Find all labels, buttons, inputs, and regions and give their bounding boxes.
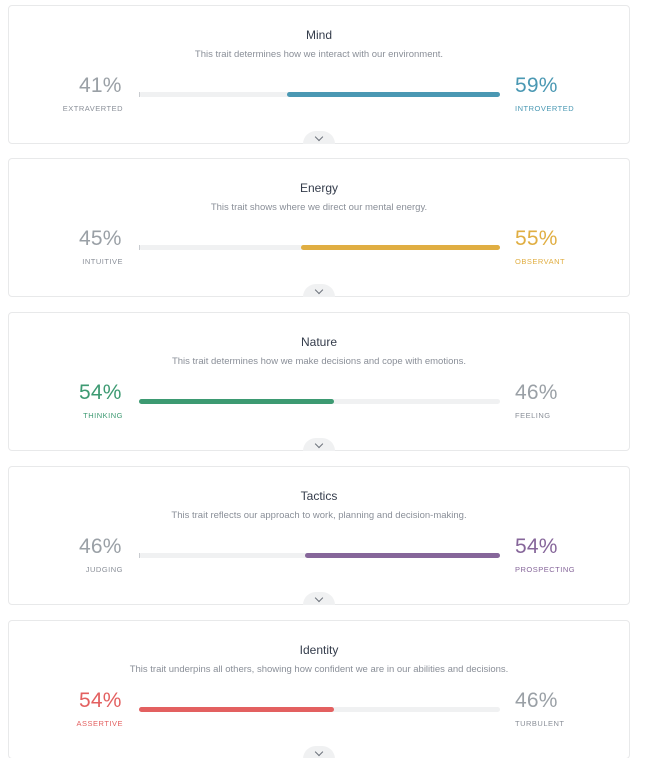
trait-bar-start-tick: [139, 553, 140, 558]
chevron-down-icon: [314, 747, 324, 756]
chevron-down-icon: [314, 285, 324, 294]
right-percent: 46%: [515, 381, 558, 404]
right-label: OBSERVANT: [515, 257, 566, 266]
left-percent: 45%: [79, 227, 122, 250]
expand-button[interactable]: [303, 438, 335, 451]
trait-title: Energy: [299, 181, 339, 195]
trait-description: This trait determines how we make decisi…: [171, 356, 467, 367]
trait-bar-fill: [139, 707, 334, 712]
trait-bar-start-tick: [139, 92, 140, 97]
expand-button[interactable]: [303, 284, 335, 297]
trait-card-mind: Mind This trait determines how we intera…: [8, 5, 630, 144]
right-label: TURBULENT: [515, 719, 565, 728]
right-percent: 46%: [515, 689, 558, 712]
expand-button[interactable]: [303, 131, 335, 144]
trait-title: Tactics: [300, 489, 338, 503]
trait-bar-fill: [287, 92, 500, 97]
left-percent: 46%: [79, 535, 122, 558]
trait-bar-fill: [139, 399, 334, 404]
left-label: ASSERTIVE: [76, 719, 123, 728]
expand-button[interactable]: [303, 746, 335, 758]
trait-card-nature: Nature This trait determines how we make…: [8, 312, 630, 451]
right-percent: 59%: [515, 74, 558, 97]
trait-title: Mind: [305, 28, 332, 42]
trait-bar-fill: [305, 553, 500, 558]
left-label: INTUITIVE: [82, 257, 123, 266]
trait-title: Nature: [300, 335, 338, 349]
chevron-down-icon: [314, 439, 324, 448]
right-label: FEELING: [515, 411, 551, 420]
trait-description: This trait determines how we interact wi…: [194, 49, 444, 60]
left-percent: 54%: [79, 689, 122, 712]
trait-bar-start-tick: [139, 245, 140, 250]
trait-bar: [139, 245, 500, 250]
chevron-down-icon: [314, 593, 324, 602]
trait-description: This trait reflects our approach to work…: [171, 510, 467, 521]
trait-bar: [139, 399, 500, 404]
trait-bar-fill: [301, 245, 500, 250]
trait-description: This trait shows where we direct our men…: [210, 202, 428, 213]
trait-card-identity: Identity This trait underpins all others…: [8, 620, 630, 758]
expand-button[interactable]: [303, 592, 335, 605]
left-label: EXTRAVERTED: [62, 104, 123, 113]
left-percent: 41%: [79, 74, 122, 97]
trait-description: This trait underpins all others, showing…: [129, 664, 509, 675]
trait-title: Identity: [299, 643, 339, 657]
right-label: INTROVERTED: [515, 104, 575, 113]
right-label: PROSPECTING: [515, 565, 576, 574]
left-label: JUDGING: [85, 565, 123, 574]
trait-bar: [139, 92, 500, 97]
trait-bar: [139, 553, 500, 558]
left-percent: 54%: [79, 381, 122, 404]
right-percent: 54%: [515, 535, 558, 558]
right-percent: 55%: [515, 227, 558, 250]
trait-card-energy: Energy This trait shows where we direct …: [8, 158, 630, 297]
chevron-down-icon: [314, 132, 324, 141]
trait-bar: [139, 707, 500, 712]
trait-card-tactics: Tactics This trait reflects our approach…: [8, 466, 630, 605]
left-label: THINKING: [83, 411, 123, 420]
